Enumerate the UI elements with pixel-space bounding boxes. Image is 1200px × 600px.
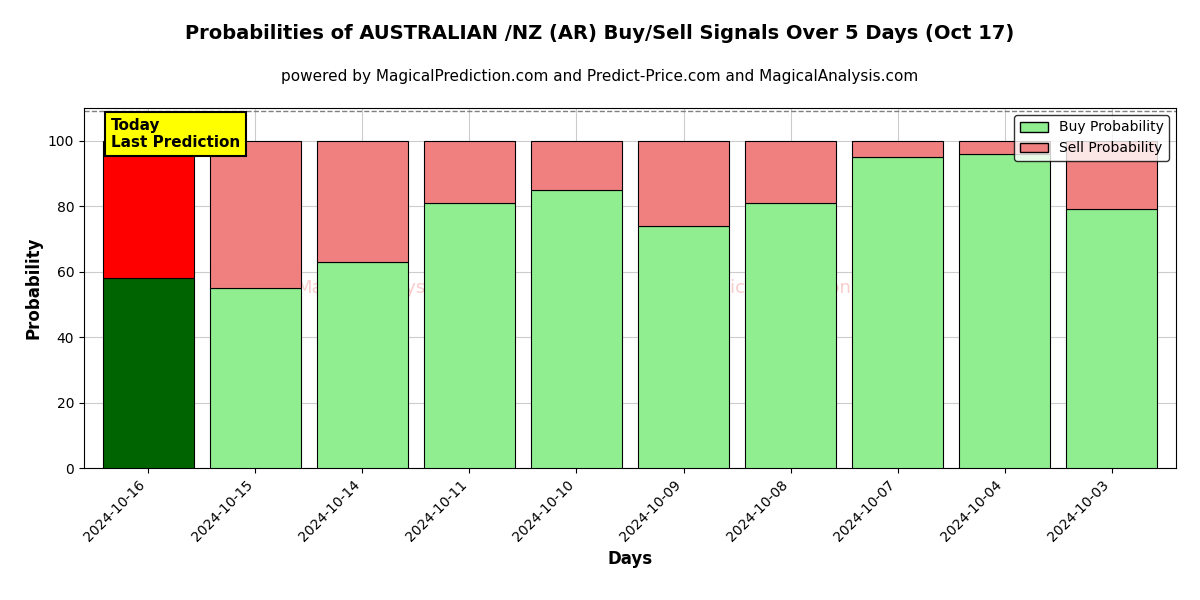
Bar bbox=[424, 203, 515, 468]
Text: powered by MagicalPrediction.com and Predict-Price.com and MagicalAnalysis.com: powered by MagicalPrediction.com and Pre… bbox=[281, 69, 919, 84]
Bar bbox=[317, 262, 408, 468]
Bar bbox=[638, 141, 730, 226]
Bar bbox=[959, 154, 1050, 468]
Bar bbox=[210, 141, 301, 288]
Bar bbox=[745, 141, 836, 203]
Bar bbox=[317, 141, 408, 262]
Bar bbox=[103, 141, 193, 278]
Bar bbox=[530, 141, 622, 190]
Y-axis label: Probability: Probability bbox=[24, 237, 42, 339]
Bar bbox=[959, 141, 1050, 154]
Bar bbox=[638, 226, 730, 468]
Bar bbox=[852, 141, 943, 157]
Bar bbox=[210, 288, 301, 468]
Bar bbox=[745, 203, 836, 468]
Text: Probabilities of AUSTRALIAN /NZ (AR) Buy/Sell Signals Over 5 Days (Oct 17): Probabilities of AUSTRALIAN /NZ (AR) Buy… bbox=[185, 24, 1015, 43]
Legend: Buy Probability, Sell Probability: Buy Probability, Sell Probability bbox=[1014, 115, 1169, 161]
Text: Today
Last Prediction: Today Last Prediction bbox=[110, 118, 240, 150]
Bar bbox=[852, 157, 943, 468]
Bar bbox=[103, 278, 193, 468]
Bar bbox=[424, 141, 515, 203]
Text: MagicalPrediction.com: MagicalPrediction.com bbox=[692, 279, 895, 297]
Bar bbox=[1067, 209, 1157, 468]
X-axis label: Days: Days bbox=[607, 550, 653, 568]
Text: MagicalAnalysis.com: MagicalAnalysis.com bbox=[296, 279, 484, 297]
Bar bbox=[1067, 141, 1157, 209]
Bar bbox=[530, 190, 622, 468]
